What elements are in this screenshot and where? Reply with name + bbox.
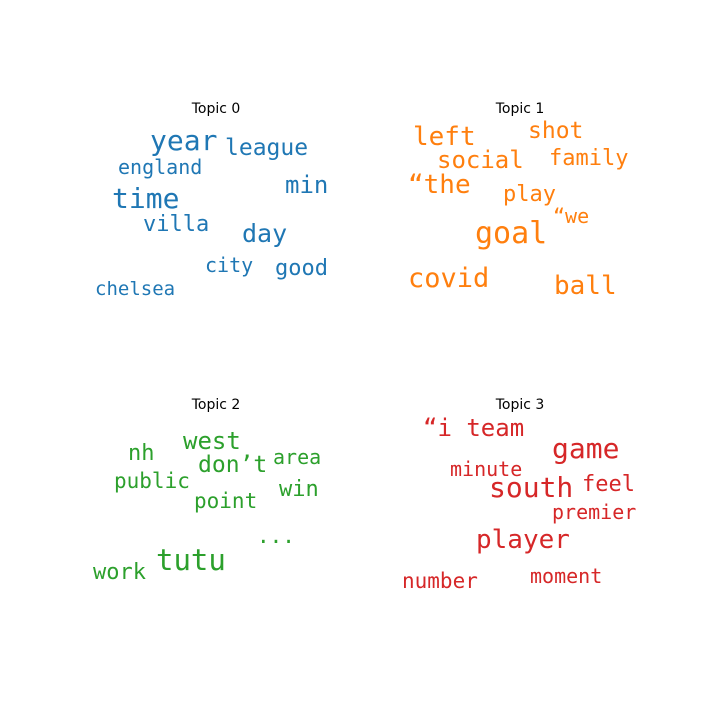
topic-3-word: feel [582,472,635,497]
topic-0-word: day [242,219,287,248]
topic-3-word: moment [530,564,602,588]
topic-1-word: play [503,182,556,207]
topic-1-title: Topic 1 [495,101,545,117]
topic-2-word: point [194,489,257,513]
topic-1-word: shot [528,118,583,144]
topic-3-word: player [476,525,570,555]
topic-0-word: chelsea [95,278,175,300]
topic-0-word: league [225,135,308,161]
topic-1-word: “we [553,204,589,228]
topic-3-title: Topic 3 [495,397,545,413]
topic-2-word: tutu [156,543,226,577]
topic-2-word: area [273,445,321,469]
topic-2-word: work [93,560,146,585]
topic-0-title: Topic 0 [191,101,241,117]
topic-2-word: public [114,469,190,493]
topic-3-word: minute [450,457,522,481]
topic-3-word: south [489,471,573,504]
topic-0-word: city [205,253,253,277]
topic-2-word: nh [128,441,155,466]
topic-0-word: min [285,171,328,199]
topic-1-word: family [549,146,628,171]
topic-0-word: time [112,182,179,215]
topic-2-title: Topic 2 [191,397,241,413]
topic-0-word: england [118,155,202,179]
topic-1-word: ball [554,271,617,301]
topic-1-word: social [437,146,524,174]
topic-3-word: “i team [423,414,524,442]
topic-2-word: west [183,427,241,455]
topic-0-word: good [275,256,328,281]
topic-1-word: left [413,122,476,152]
topic-2-panel: Topic 2 west nh don’t area public win point... t… [93,397,321,585]
topic-2-word: ... [257,524,295,548]
topic-0-word: year [150,124,217,157]
topic-3-word: game [552,432,619,465]
topic-3-word: number [402,569,478,593]
topic-3-word: premier [552,500,636,524]
topic-1-word: “the [408,170,471,200]
topic-2-word: win [279,477,319,502]
topic-2-word: don’t [198,452,267,478]
topic-1-word: goal [475,216,547,251]
topic-1-word: covid [408,263,489,294]
topic-0-word: villa [143,212,209,237]
